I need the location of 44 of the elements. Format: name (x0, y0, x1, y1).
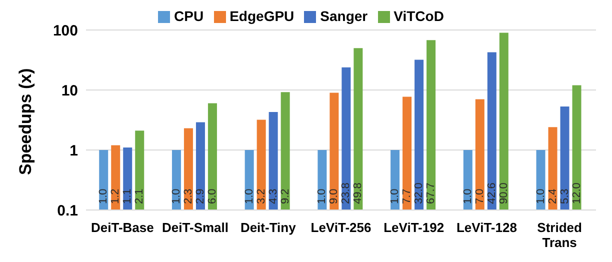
data-label: 7.0 (474, 188, 486, 204)
data-label: 9.2 (279, 188, 292, 204)
data-label: 67.7 (425, 182, 438, 204)
data-label: 1.0 (170, 188, 182, 204)
data-label: 1.0 (462, 188, 474, 204)
data-label: 23.8 (340, 182, 352, 204)
data-label: 1.0 (534, 188, 547, 204)
x-tick-label: LeViT-128 (456, 220, 517, 235)
y-tick-label: 0.1 (57, 202, 78, 220)
data-label: 1.0 (98, 188, 110, 204)
data-label: 2.4 (546, 188, 559, 204)
data-label: 2.9 (194, 188, 206, 204)
data-label: 1.0 (316, 188, 328, 204)
data-label: 1.0 (389, 188, 402, 204)
y-tick-label: 100 (52, 22, 78, 40)
data-label: 49.8 (352, 182, 364, 204)
y-tick-label: 1 (70, 142, 78, 160)
data-label: 90.0 (498, 182, 510, 204)
data-label: 1.2 (110, 188, 122, 204)
y-axis-title: Speedups (x) (16, 68, 36, 175)
data-label: 1.1 (122, 188, 134, 204)
data-label: 32.0 (413, 182, 426, 204)
x-tick-label: Deit-Tiny (240, 220, 297, 235)
data-label: 2.3 (182, 188, 194, 204)
x-tick-label: LeViT-192 (384, 220, 444, 235)
data-label: 4.3 (267, 188, 280, 204)
data-label: 42.6 (486, 182, 498, 204)
legend-label: CPU (174, 8, 204, 24)
data-label: 9.0 (328, 188, 340, 204)
data-label: 6.0 (206, 188, 218, 204)
legend-label: ViTCoD (394, 8, 444, 24)
data-label: 12.0 (570, 182, 583, 204)
x-tick-label: Strided Trans (537, 220, 582, 250)
x-tick-label: DeiT-Base (90, 220, 154, 235)
y-tick-label: 10 (61, 82, 78, 100)
data-label: 2.1 (134, 188, 146, 204)
legend-label: Sanger (320, 8, 368, 24)
x-tick-label: DeiT-Small (162, 220, 229, 235)
data-label: 5.3 (558, 188, 571, 204)
data-label: 7.7 (401, 188, 414, 204)
legend-label: EdgeGPU (230, 8, 294, 24)
x-tick-label: LeViT-256 (310, 220, 372, 235)
data-label: 3.2 (255, 188, 268, 204)
data-label: 1.0 (243, 188, 256, 204)
